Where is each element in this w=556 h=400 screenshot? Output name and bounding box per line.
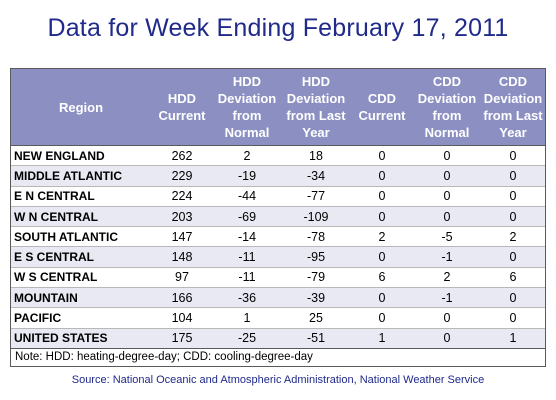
column-header: CDD Deviation from Last Year xyxy=(481,69,545,146)
value-cell: 97 xyxy=(151,266,213,288)
value-cell: 0 xyxy=(413,327,481,348)
value-cell: -1 xyxy=(413,246,481,268)
region-cell: E N CENTRAL xyxy=(11,185,151,207)
table-row: SOUTH ATLANTIC 147 -14 -78 2 -5 2 xyxy=(11,226,545,247)
value-cell: -1 xyxy=(413,287,481,308)
region-cell: NEW ENGLAND xyxy=(11,144,151,166)
table-row: NEW ENGLAND 262 2 18 0 0 0 xyxy=(11,144,545,166)
value-cell: -25 xyxy=(213,327,281,348)
table-row: E S CENTRAL 148 -11 -95 0 -1 0 xyxy=(11,246,545,268)
value-cell: 2 xyxy=(351,226,413,247)
value-cell: 0 xyxy=(481,307,545,329)
value-cell: 262 xyxy=(151,144,213,166)
value-cell: -51 xyxy=(281,327,351,348)
column-header: HDD Deviation from Normal xyxy=(213,69,281,146)
value-cell: 0 xyxy=(481,185,545,207)
page-title: Data for Week Ending February 17, 2011 xyxy=(47,14,509,42)
table-row: MOUNTAIN 166 -36 -39 0 -1 0 xyxy=(11,287,545,308)
column-header: CDD Deviation from Normal xyxy=(413,69,481,146)
region-cell: SOUTH ATLANTIC xyxy=(11,226,151,247)
region-cell: MIDDLE ATLANTIC xyxy=(11,165,151,187)
value-cell: 0 xyxy=(351,205,413,227)
column-header: CDD Current xyxy=(351,69,413,146)
table-row: MIDDLE ATLANTIC 229 -19 -34 0 0 0 xyxy=(11,165,545,187)
table-row: UNITED STATES 175 -25 -51 1 0 1 xyxy=(11,327,545,348)
value-cell: 224 xyxy=(151,185,213,207)
region-cell: MOUNTAIN xyxy=(11,287,151,308)
table-body: NEW ENGLAND 262 2 18 0 0 0 MIDDLE ATLANTIC 229 -1… xyxy=(11,144,545,348)
value-cell: 104 xyxy=(151,307,213,329)
value-cell: 1 xyxy=(481,327,545,348)
value-cell: 0 xyxy=(351,144,413,166)
value-cell: 0 xyxy=(351,165,413,187)
region-cell: W S CENTRAL xyxy=(11,266,151,288)
table-header-row: Region HDD Current HDD Deviation from Norm… xyxy=(11,69,545,146)
region-cell: E S CENTRAL xyxy=(11,246,151,268)
region-cell: PACIFIC xyxy=(11,307,151,329)
value-cell: 0 xyxy=(481,165,545,187)
value-cell: 0 xyxy=(351,287,413,308)
value-cell: 2 xyxy=(413,266,481,288)
value-cell: 0 xyxy=(481,287,545,308)
value-cell: 0 xyxy=(481,144,545,166)
value-cell: 0 xyxy=(413,165,481,187)
value-cell: -11 xyxy=(213,266,281,288)
value-cell: 0 xyxy=(351,307,413,329)
table-row: E N CENTRAL 224 -44 -77 0 0 0 xyxy=(11,185,545,207)
value-cell: -19 xyxy=(213,165,281,187)
value-cell: 1 xyxy=(213,307,281,329)
value-cell: 0 xyxy=(413,144,481,166)
value-cell: 2 xyxy=(481,226,545,247)
value-cell: -78 xyxy=(281,226,351,247)
value-cell: 1 xyxy=(351,327,413,348)
value-cell: 148 xyxy=(151,246,213,268)
table-row: W N CENTRAL 203 -69 -109 0 0 0 xyxy=(11,205,545,227)
value-cell: -79 xyxy=(281,266,351,288)
value-cell: 229 xyxy=(151,165,213,187)
hdd-cdd-table: Region HDD Current HDD Deviation from Norm… xyxy=(11,69,545,348)
value-cell: -5 xyxy=(413,226,481,247)
value-cell: 25 xyxy=(281,307,351,329)
column-header: HDD Deviation from Last Year xyxy=(281,69,351,146)
table-row: PACIFIC 104 1 25 0 0 0 xyxy=(11,307,545,329)
column-header: HDD Current xyxy=(151,69,213,146)
value-cell: 0 xyxy=(413,205,481,227)
value-cell: 0 xyxy=(481,205,545,227)
value-cell: 0 xyxy=(481,246,545,268)
value-cell: -36 xyxy=(213,287,281,308)
value-cell: -69 xyxy=(213,205,281,227)
value-cell: 166 xyxy=(151,287,213,308)
region-cell: UNITED STATES xyxy=(11,327,151,348)
data-table-container: Region HDD Current HDD Deviation from Norm… xyxy=(10,68,546,367)
value-cell: 18 xyxy=(281,144,351,166)
value-cell: -95 xyxy=(281,246,351,268)
value-cell: -11 xyxy=(213,246,281,268)
value-cell: -39 xyxy=(281,287,351,308)
value-cell: 6 xyxy=(481,266,545,288)
value-cell: 0 xyxy=(413,307,481,329)
value-cell: -44 xyxy=(213,185,281,207)
value-cell: 203 xyxy=(151,205,213,227)
value-cell: -14 xyxy=(213,226,281,247)
column-header-region: Region xyxy=(11,69,151,146)
value-cell: 6 xyxy=(351,266,413,288)
value-cell: -34 xyxy=(281,165,351,187)
value-cell: 147 xyxy=(151,226,213,247)
value-cell: 2 xyxy=(213,144,281,166)
value-cell: -77 xyxy=(281,185,351,207)
table-row: W S CENTRAL 97 -11 -79 6 2 6 xyxy=(11,266,545,288)
value-cell: -109 xyxy=(281,205,351,227)
value-cell: 0 xyxy=(351,246,413,268)
region-cell: W N CENTRAL xyxy=(11,205,151,227)
source-caption: Source: National Oceanic and Atmospheric… xyxy=(71,374,485,386)
table-note: Note: HDD: heating-degree-day; CDD: cool… xyxy=(11,347,545,366)
value-cell: 0 xyxy=(351,185,413,207)
value-cell: 175 xyxy=(151,327,213,348)
value-cell: 0 xyxy=(413,185,481,207)
